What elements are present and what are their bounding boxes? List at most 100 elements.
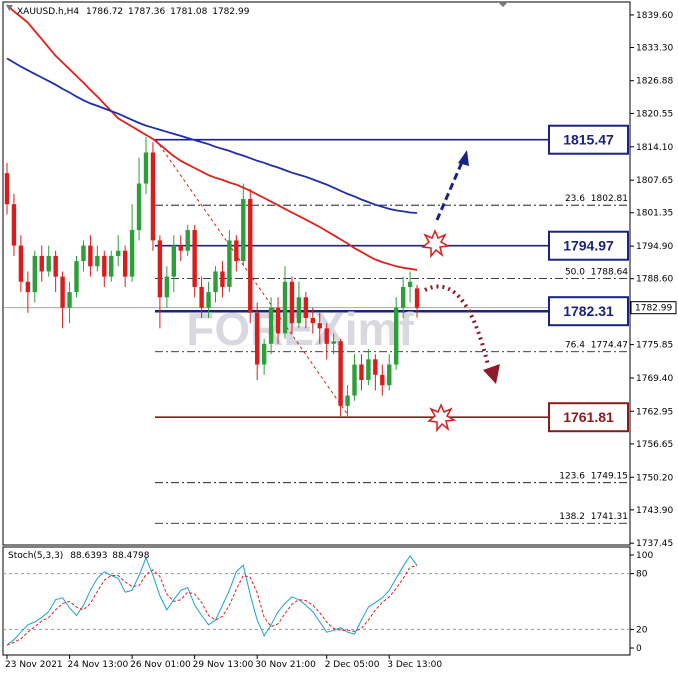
candle-body [11, 204, 17, 246]
candle-body [53, 255, 58, 277]
candle-body [206, 292, 211, 308]
y-tick-label: 1737.45 [636, 539, 673, 549]
level-box [548, 402, 629, 433]
candle-body [39, 255, 44, 272]
level-label: 1761.81 [563, 409, 614, 425]
shift-icon[interactable] [498, 2, 508, 7]
candle-body [275, 307, 281, 334]
y-tick-label: 1839.60 [636, 11, 673, 21]
header-high: 1787.36 [128, 7, 165, 17]
y-tick-label: 1833.30 [636, 44, 673, 54]
moving-average [6, 57, 418, 214]
candle-body [324, 328, 329, 344]
candle-body [234, 240, 239, 262]
candle-body [331, 341, 336, 344]
stochastic-d: 88.4798 [112, 551, 149, 561]
candle-body [296, 297, 302, 324]
candle-body [143, 152, 149, 184]
candle-body [310, 317, 315, 324]
stochastic-pane [2, 546, 631, 656]
symbol: XAUUSD.h,H4 [17, 7, 79, 17]
candle-body [289, 281, 295, 324]
x-tick-label: 3 Dec 13:00 [387, 660, 442, 670]
candle-body [60, 276, 65, 308]
moving-average [6, 4, 418, 271]
candle-body [67, 292, 72, 308]
candle-body [32, 255, 37, 293]
fib-value: 1802.81 [591, 194, 628, 204]
y-tick-label: 1814.10 [636, 143, 673, 153]
candle-body [74, 261, 79, 293]
x-tick-label: 29 Nov 13:00 [193, 660, 254, 670]
candle-body [248, 199, 253, 313]
candle-body [213, 271, 218, 293]
level-box [548, 230, 629, 261]
x-tick-label: 30 Nov 21:00 [255, 660, 316, 670]
y-tick-label: 1756.65 [636, 440, 673, 450]
candle-body [407, 281, 413, 287]
current-price-box [630, 301, 677, 315]
candle-body [373, 359, 378, 375]
y-tick-label: 1750.20 [636, 473, 673, 483]
main-layer: 1815.47 1794.97 1782.31 1761.81 1782.99 [4, 4, 677, 646]
x-tick-label: 24 Nov 13:00 [68, 660, 129, 670]
x-tick-label: 23 Nov 2021 [5, 660, 63, 670]
stoch-tick-label: 0 [636, 644, 642, 654]
candle-body [352, 364, 357, 396]
fib-value: 1749.15 [591, 472, 628, 482]
candle-body [282, 281, 288, 334]
header-close: 1782.99 [212, 7, 249, 17]
burst [427, 403, 457, 433]
fib-ratio: 50.0 [565, 267, 585, 277]
candle-body [171, 245, 176, 277]
candle-body [102, 255, 107, 277]
y-tick-label: 1775.85 [636, 341, 673, 351]
y-tick-label: 1743.90 [636, 506, 673, 516]
candle-body [338, 341, 343, 406]
y-tick-label: 1769.40 [636, 374, 673, 384]
fib-swing-line [155, 139, 349, 416]
candle-body [268, 307, 274, 344]
candle-body [157, 240, 163, 298]
candle-body [178, 245, 183, 251]
candle-body [414, 288, 420, 308]
candle-body [359, 364, 364, 381]
menu-icon[interactable] [6, 5, 13, 11]
header-low: 1781.08 [170, 7, 207, 17]
level-label: 1815.47 [563, 132, 614, 148]
level-label: 1794.97 [563, 238, 614, 254]
candle-body [136, 183, 142, 231]
level-box [548, 296, 629, 327]
candle-body [129, 230, 135, 277]
candle-body [199, 286, 204, 308]
candle-body [46, 255, 51, 272]
stochastic-header: Stoch(5,3,3) 88.6393 88.4798 [8, 551, 150, 561]
y-tick-label: 1807.65 [636, 176, 673, 186]
y-tick-label: 1788.60 [636, 275, 673, 285]
candle-body [150, 152, 156, 241]
stochastic-k: 88.6393 [70, 551, 107, 561]
candle-body [81, 245, 86, 262]
candle-body [18, 245, 24, 282]
candle-body [394, 307, 399, 365]
fib-ratio: 138.2 [559, 512, 585, 522]
stoch-tick-label: 100 [636, 551, 653, 561]
up-arrow-head [458, 150, 469, 166]
candle-body [25, 281, 31, 293]
candle-body [122, 250, 128, 277]
candle-body [116, 250, 121, 256]
fib-value: 1788.64 [591, 267, 628, 277]
candle-body [109, 255, 114, 277]
level-box [548, 124, 629, 155]
candle-body [366, 359, 371, 381]
stoch-tick-label: 20 [636, 625, 648, 635]
fib-value: 1741.31 [591, 512, 628, 522]
candle-body [227, 240, 232, 287]
burst [421, 229, 451, 259]
candle-body [303, 297, 309, 318]
candle-body [261, 343, 267, 365]
candle-body [185, 230, 190, 251]
stoch-k-line [6, 555, 418, 646]
price-pane [2, 1, 631, 546]
header-open: 1786.72 [86, 7, 123, 17]
